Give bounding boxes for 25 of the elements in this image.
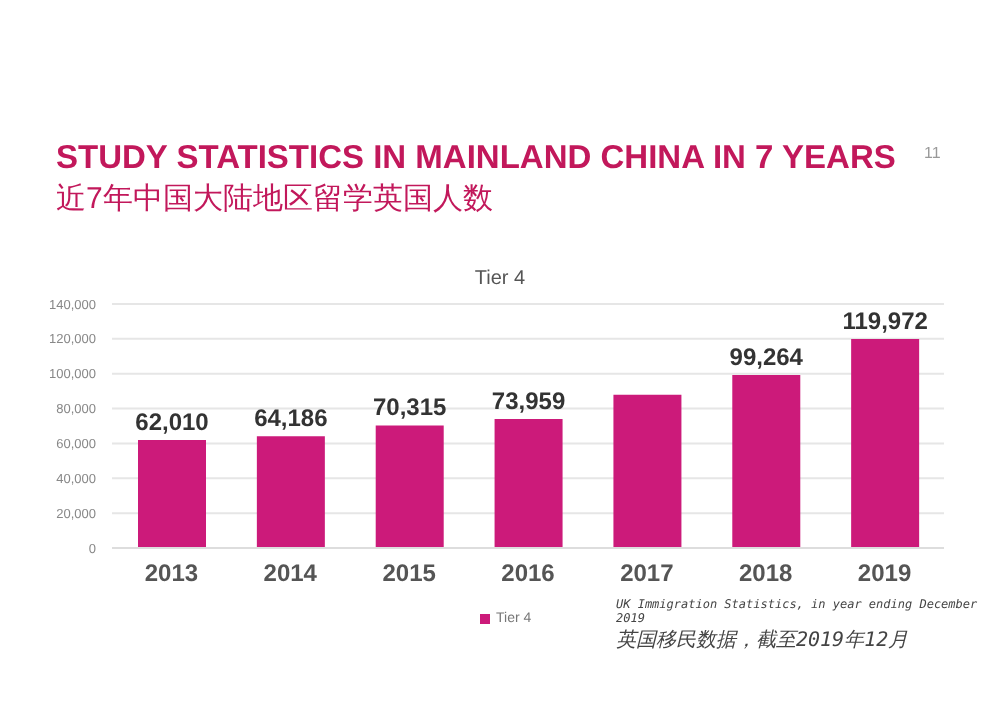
bar bbox=[138, 439, 206, 548]
data-label: 62,010 bbox=[135, 407, 210, 436]
data-label: 70,315 bbox=[373, 393, 448, 422]
x-tick-label: 2013 bbox=[144, 559, 199, 588]
text: 英国移民数据，截至2019年12月 bbox=[616, 627, 911, 654]
bar bbox=[732, 375, 801, 548]
x-tick-label: 2019 bbox=[857, 559, 912, 588]
chart-subtitle: 近7年中国大陆地区留学英国人数 bbox=[56, 180, 493, 218]
text: Tier 4 bbox=[472, 268, 528, 290]
x-tick-label: 2015 bbox=[382, 559, 437, 588]
bar bbox=[256, 436, 325, 548]
bar bbox=[613, 394, 682, 548]
text: 11 bbox=[924, 144, 941, 162]
data-label: 119,972 bbox=[842, 306, 929, 335]
bar bbox=[851, 338, 920, 548]
x-tick-label: 2018 bbox=[739, 559, 794, 588]
x-tick-label: 2016 bbox=[501, 559, 556, 588]
data-label: 73,959 bbox=[491, 387, 566, 416]
data-label: 99,264 bbox=[729, 343, 804, 371]
x-tick-label: 2014 bbox=[263, 559, 318, 588]
bar bbox=[375, 425, 444, 548]
chart-title: STUDY STATISTICS IN MAINLAND CHINA IN 7 YEARS bbox=[56, 140, 896, 178]
x-tick-label: 2017 bbox=[620, 559, 675, 588]
data-label: 64,186 bbox=[254, 404, 329, 433]
bar bbox=[494, 419, 563, 548]
